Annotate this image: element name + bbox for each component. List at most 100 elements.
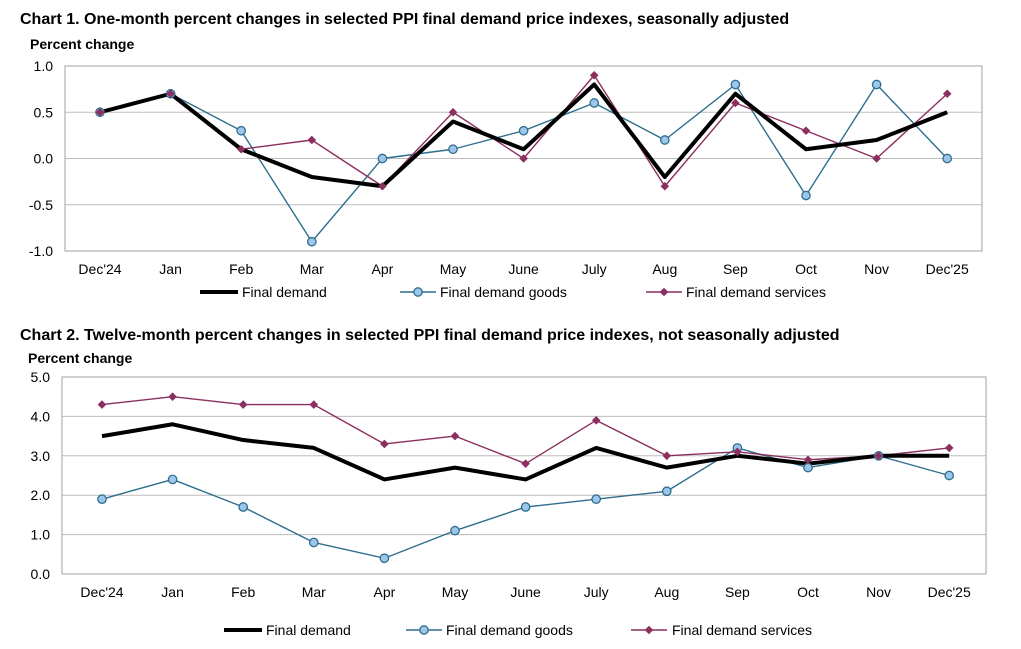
chart-1-point-final-demand-services [236,144,246,154]
chart-2-point-final-demand-goods [308,537,319,548]
chart-2-point-final-demand-services [309,400,319,409]
chart-1-x-tick-label: Nov [864,261,889,277]
chart-2-point-final-demand-services [944,443,954,453]
chart-1-plot: 1.0 0.5 0.0 -0.5 -1.0 Dec'24 Jan Feb Mar Apr May Ju… [29,58,983,300]
chart-2-y-tick-label: 0.0 [31,566,51,582]
chart-2-legend-label-final-demand-goods: Final demand goods [446,622,573,638]
chart-1-point-final-demand-services [448,107,458,117]
chart-2-series-line-final-demand [101,422,950,482]
chart-1-y-axis-label: Percent change [30,36,135,52]
chart-2-point-final-demand-services [803,455,813,465]
chart-2-point-final-demand-goods [97,494,107,504]
chart-2-x-tick-label: Dec'25 [928,584,971,600]
chart-2-legend-marker-final-demand-goods [419,625,429,635]
chart-2-point-final-demand-goods [167,474,178,485]
chart-2-point-final-demand-goods [379,553,390,564]
chart-1-series-line-final-demand-goods [99,83,948,243]
chart-1-point-final-demand-goods [377,153,388,164]
chart-2-x-tick-label: May [442,584,468,600]
chart-1-x-tick-label: Jan [159,261,182,277]
chart-1-point-final-demand-services [731,98,740,108]
chart-2: Chart 2. Twelve-month percent changes in… [0,318,1021,649]
chart-2-x-tick-label: Oct [797,584,819,600]
chart-2-plot-frame [61,376,987,575]
chart-1-y-tick-label: 1.0 [34,58,54,74]
chart-2-point-final-demand-services [168,392,177,401]
chart-2-x-tick-label: Nov [866,584,891,600]
chart-2-legend-label-final-demand-services: Final demand services [672,622,812,638]
chart-2-x-tick-label: Jan [161,584,184,600]
chart-2-y-tick-label: 4.0 [31,408,51,424]
chart-1-x-tick-label: Sep [723,261,748,277]
chart-2-x-tick-label: Dec'24 [80,584,123,600]
chart-2-legend-label-final-demand: Final demand [266,622,351,638]
chart-1-point-final-demand-services [589,70,599,80]
chart-2-x-tick-label: Mar [302,584,326,600]
chart-2-y-tick-label: 3.0 [31,448,51,464]
chart-1-point-final-demand-goods [236,125,247,136]
chart-2-point-final-demand-services [450,431,460,441]
chart-2-point-final-demand-goods [591,494,602,504]
chart-2-point-final-demand-goods [661,486,672,497]
chart-2-point-final-demand-services [380,439,389,449]
chart-1-x-tick-label: June [508,261,539,277]
chart-2-point-final-demand-goods [944,470,955,481]
chart-2-point-final-demand-goods [450,525,460,536]
chart-2-y-axis-label: Percent change [28,350,133,366]
chart-1-point-final-demand-services [660,181,670,191]
chart-1-y-tick-label: 0.0 [34,151,54,167]
chart-1-point-final-demand-services [307,135,317,145]
chart-1-x-tick-label: Mar [300,261,324,277]
chart-1-point-final-demand-goods [448,144,458,155]
chart-2-series-line-final-demand-services [101,395,950,465]
chart-2-point-final-demand-services [521,459,530,468]
chart-1-x-tick-label: Apr [372,261,394,277]
chart-1-plot-frame [64,65,983,252]
chart-2-x-tick-label: Sep [725,584,750,600]
chart-1-point-final-demand-services [872,154,881,163]
chart-1-x-tick-label: Oct [795,261,817,277]
chart-1-point-final-demand-goods [942,153,953,164]
chart-1-x-tick-label: Dec'25 [926,261,969,277]
chart-1-x-tick-label: July [582,261,607,277]
chart-1-legend-marker-final-demand-goods [413,287,423,297]
chart-1-title: Chart 1. One-month percent changes in se… [20,11,790,28]
chart-2-point-final-demand-goods [803,462,813,473]
chart-2-plot: 5.0 4.0 3.0 2.0 1.0 0.0 Dec'24 Jan Feb Mar Apr May J… [31,369,987,638]
chart-2-y-tick-label: 2.0 [31,487,51,503]
chart-1-legend-label-final-demand-goods: Final demand goods [440,284,567,300]
chart-2-x-tick-label: July [584,584,609,600]
chart-1: Chart 1. One-month percent changes in se… [0,0,1021,310]
chart-2-point-final-demand-goods [238,502,249,512]
chart-1-x-tick-label: May [440,261,466,277]
chart-1-point-final-demand-goods [589,98,600,108]
chart-2-point-final-demand-goods [520,502,531,512]
chart-1-point-final-demand-services [166,89,175,99]
chart-1-point-final-demand-services [801,126,811,136]
chart-2-point-final-demand-services [591,416,601,425]
chart-1-point-final-demand-goods [659,135,670,145]
chart-1-point-final-demand-services [942,89,952,99]
chart-2-title: Chart 2. Twelve-month percent changes in… [20,327,840,344]
chart-1-y-tick-label: -1.0 [29,243,53,259]
chart-1-point-final-demand-services [519,154,528,163]
chart-1-y-tick-label: -0.5 [29,197,53,213]
chart-2-x-tick-label: Aug [654,584,679,600]
chart-2-point-final-demand-services [874,451,883,461]
chart-2-point-final-demand-services [97,400,107,409]
chart-1-point-final-demand-goods [306,236,317,247]
chart-1-legend-label-final-demand-services: Final demand services [686,284,826,300]
chart-1-point-final-demand-goods [518,125,529,136]
chart-1-x-tick-label: Aug [652,261,677,277]
chart-1-x-tick-label: Feb [229,261,253,277]
chart-1-legend-label-final-demand: Final demand [242,284,327,300]
chart-2-point-final-demand-services [662,451,672,461]
chart-2-point-final-demand-services [238,400,248,409]
chart-1-point-final-demand-goods [871,79,882,90]
chart-2-y-tick-label: 5.0 [31,369,51,385]
chart-1-point-final-demand-services [378,181,387,191]
chart-2-x-tick-label: Apr [374,584,396,600]
chart-1-x-tick-label: Dec'24 [78,261,121,277]
chart-1-y-tick-label: 0.5 [34,104,54,120]
chart-2-legend-marker-final-demand-services [644,625,654,635]
